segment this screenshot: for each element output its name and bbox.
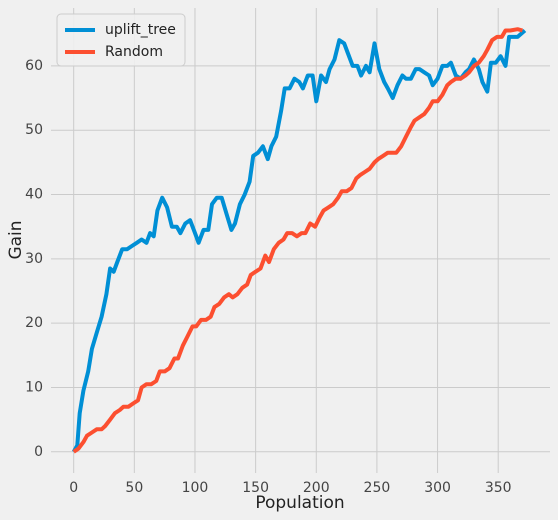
x-tick-label: 350 [485, 480, 512, 496]
y-axis-label: Gain [6, 220, 26, 259]
x-tick-label: 0 [69, 480, 78, 496]
series-line [72, 27, 524, 454]
y-tick-label: 10 [25, 379, 43, 395]
series-line [71, 28, 527, 453]
x-tick-label: 300 [424, 480, 451, 496]
y-tick-label: 60 [25, 58, 43, 74]
y-tick-label: 50 [25, 122, 43, 138]
legend-label: uplift_tree [105, 22, 176, 38]
x-tick-label: 100 [182, 480, 209, 496]
x-tick-label: 50 [125, 480, 143, 496]
legend-label: Random [105, 44, 163, 60]
x-tick-label: 250 [364, 480, 391, 496]
x-tick-label: 150 [242, 480, 269, 496]
y-tick-label: 30 [25, 251, 43, 267]
x-tick-label: 200 [303, 480, 330, 496]
y-tick-label: 0 [34, 444, 43, 460]
y-tick-label: 20 [25, 315, 43, 331]
x-axis-label: Population [255, 493, 344, 513]
y-tick-label: 40 [25, 187, 43, 203]
